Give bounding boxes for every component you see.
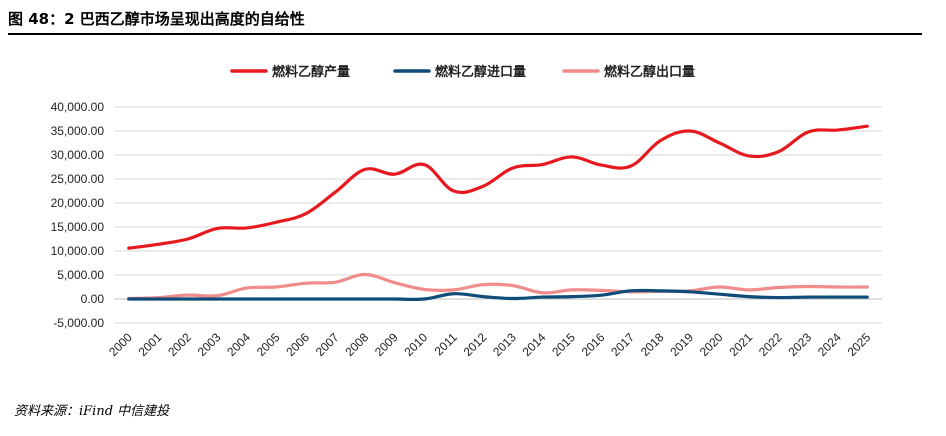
x-tick-label: 2000: [106, 330, 135, 359]
y-axis: -5,000.00 0.00 5,000.00 10,000.00 15,000.00 2…: [51, 100, 105, 330]
x-tick-label: 2008: [342, 330, 371, 359]
legend-label-export: 燃料乙醇出口量: [604, 64, 695, 80]
series-line-import: [127, 288, 869, 302]
y-tick-label: 20,000.00: [51, 196, 105, 210]
x-tick-label: 2012: [461, 330, 490, 359]
x-tick-label: 2004: [224, 330, 253, 359]
x-tick-label: 2005: [254, 330, 283, 359]
title-underline: [8, 33, 922, 35]
x-tick-label: 2024: [815, 330, 844, 359]
y-tick-label: 0.00: [81, 292, 105, 306]
x-tick-label: 2019: [667, 330, 696, 359]
x-axis: 2000 2001 2002 2003 2004 2005 2006 2007 2008 2009…: [106, 330, 873, 359]
x-tick-label: 2016: [579, 330, 608, 359]
x-tick-label: 2025: [845, 330, 874, 359]
y-tick-label: -5,000.00: [53, 316, 104, 330]
x-tick-label: 2023: [785, 330, 814, 359]
x-tick-label: 2002: [165, 330, 194, 359]
x-tick-label: 2020: [697, 330, 726, 359]
y-tick-label: 40,000.00: [51, 100, 105, 114]
chart-legend: 燃料乙醇产量 燃料乙醇进口量 燃料乙醇出口量: [230, 64, 695, 80]
legend-label-import: 燃料乙醇进口量: [435, 64, 526, 80]
y-tick-label: 5,000.00: [57, 268, 104, 282]
x-tick-label: 2001: [136, 330, 165, 359]
legend-label-production: 燃料乙醇产量: [272, 64, 350, 80]
x-tick-label: 2013: [490, 330, 519, 359]
x-tick-label: 2017: [608, 330, 637, 359]
chart-gridlines: [114, 106, 882, 324]
y-tick-label: 15,000.00: [51, 220, 105, 234]
x-tick-label: 2018: [638, 330, 667, 359]
x-tick-label: 2021: [726, 330, 755, 359]
series-line-export: [127, 272, 869, 301]
x-tick-label: 2007: [313, 330, 342, 359]
y-tick-label: 35,000.00: [51, 124, 105, 138]
chart-series: [127, 124, 869, 302]
x-tick-label: 2014: [520, 330, 549, 359]
y-tick-label: 10,000.00: [51, 244, 105, 258]
x-tick-label: 2006: [283, 330, 312, 359]
x-tick-label: 2011: [432, 330, 460, 358]
x-tick-label: 2009: [372, 330, 401, 359]
series-line-production: [127, 124, 869, 250]
x-tick-label: 2010: [401, 330, 430, 359]
y-tick-label: 25,000.00: [51, 172, 105, 186]
x-tick-label: 2022: [756, 330, 785, 359]
y-tick-label: 30,000.00: [51, 148, 105, 162]
figure-title: 图 48：2 巴西乙醇市场呈现出高度的自给性: [8, 10, 305, 28]
figure-source: 资料来源：iFind 中信建投: [14, 404, 170, 419]
x-tick-label: 2003: [195, 330, 224, 359]
x-tick-label: 2015: [549, 330, 578, 359]
